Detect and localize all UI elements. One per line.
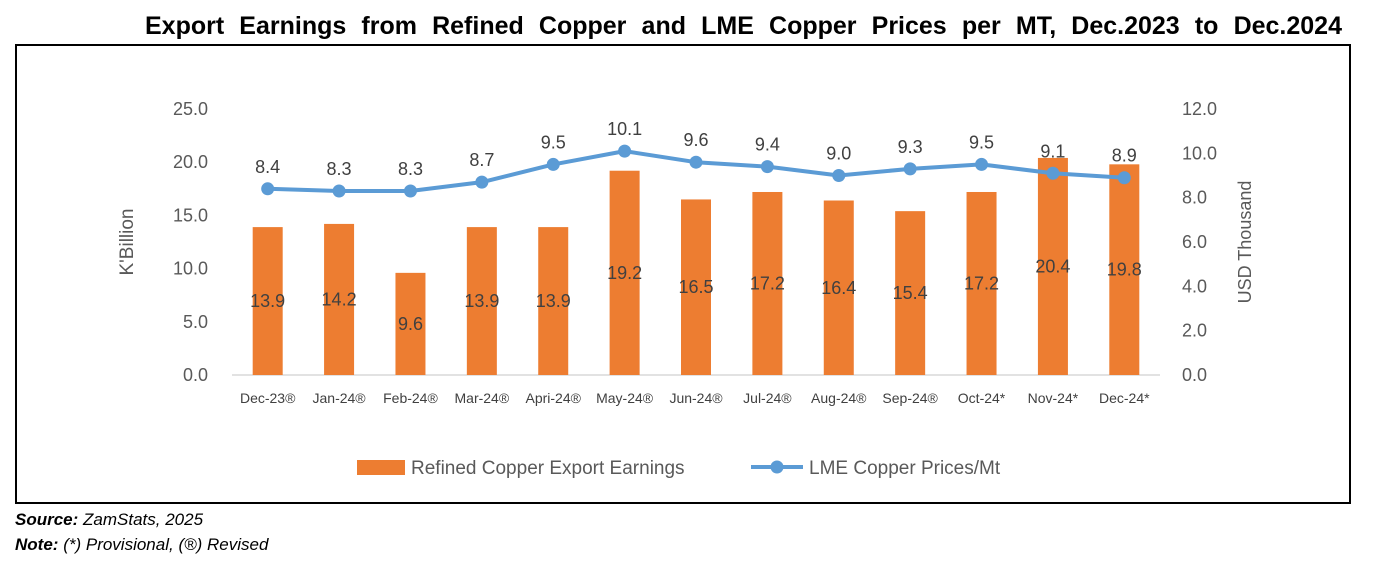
y2-tick-label: 0.0 <box>1182 365 1207 385</box>
bar-data-label: 15.4 <box>893 283 928 303</box>
bar <box>252 227 283 375</box>
legend-line-label: LME Copper Prices/Mt <box>809 458 1001 479</box>
x-tick-label: Feb-24® <box>383 390 438 406</box>
line-data-label: 9.4 <box>755 135 780 155</box>
x-tick-label: Dec-23® <box>240 390 296 406</box>
y-tick-label: 25.0 <box>173 99 208 119</box>
x-tick-label: Sep-24® <box>882 390 938 406</box>
line-data-label: 8.9 <box>1112 146 1137 166</box>
line-point <box>618 144 632 158</box>
bar-data-label: 9.6 <box>398 314 423 334</box>
y-tick-label: 20.0 <box>173 152 208 172</box>
line-point <box>261 182 275 196</box>
x-tick-label: Jun-24® <box>669 390 723 406</box>
line-point <box>546 157 560 171</box>
bar <box>681 199 711 375</box>
line-point <box>332 184 346 198</box>
line-point <box>903 162 917 176</box>
x-tick-label: Jul-24® <box>743 390 792 406</box>
y2-tick-label: 12.0 <box>1182 99 1217 119</box>
bar-data-label: 19.8 <box>1107 260 1142 280</box>
bar-data-label: 17.2 <box>964 273 999 293</box>
line-point <box>1046 166 1060 180</box>
bar <box>966 191 997 375</box>
y-tick-label: 0.0 <box>183 365 208 385</box>
line-data-label: 9.5 <box>541 132 566 152</box>
x-tick-label: Apri-24® <box>526 390 582 406</box>
legend-line-marker <box>770 460 784 474</box>
bar-data-label: 16.4 <box>821 278 856 298</box>
x-tick-label: Jan-24® <box>313 390 367 406</box>
line-point <box>475 175 489 189</box>
bar-data-label: 19.2 <box>607 263 642 283</box>
x-tick-label: May-24® <box>596 390 654 406</box>
bar <box>538 227 569 375</box>
y-tick-label: 5.0 <box>183 312 208 332</box>
line-data-label: 9.1 <box>1040 141 1065 161</box>
x-tick-label: Nov-24* <box>1028 390 1079 406</box>
combo-chart: 0.0 5.0 10.0 15.0 20.0 25.0 0.0 2.0 4.0 6.0 8.0 10.… <box>117 99 1255 479</box>
line-data-label: 9.3 <box>898 137 923 157</box>
bar <box>895 211 926 375</box>
bar <box>752 191 783 375</box>
line-data-label: 9.5 <box>969 132 994 152</box>
line-point <box>832 169 846 182</box>
line-point <box>975 157 989 171</box>
note-line: Note: (*) Provisional, (®) Revised <box>15 535 268 555</box>
y2-tick-label: 10.0 <box>1182 143 1217 163</box>
y2-axis-title: USD Thousand <box>1235 181 1255 304</box>
line-point <box>689 155 703 169</box>
bar-data-label: 14.2 <box>322 289 357 309</box>
line-data-label: 9.6 <box>683 130 708 150</box>
line-data-label: 9.0 <box>826 144 851 164</box>
bar-data-label: 16.5 <box>678 277 713 297</box>
chart-frame <box>15 44 1351 504</box>
bar-data-label: 13.9 <box>536 291 571 311</box>
bar <box>823 200 854 375</box>
line-point <box>1117 171 1131 185</box>
source-label: Source: <box>15 510 79 529</box>
line-data-label: 8.7 <box>469 150 494 170</box>
line-point <box>760 160 774 174</box>
bar-data-label: 17.2 <box>750 273 785 293</box>
y2-tick-label: 6.0 <box>1182 232 1207 252</box>
y2-tick-label: 2.0 <box>1182 321 1207 341</box>
x-tick-label: Dec-24* <box>1099 390 1150 406</box>
bar-data-label: 20.4 <box>1035 256 1070 276</box>
x-tick-label: Aug-24® <box>811 390 867 406</box>
line-point <box>403 184 417 198</box>
note-text: (*) Provisional, (®) Revised <box>63 535 269 554</box>
legend-bar-label: Refined Copper Export Earnings <box>411 458 685 479</box>
line-data-label: 10.1 <box>607 119 642 139</box>
source-text: ZamStats, 2025 <box>83 510 204 529</box>
legend-bar-swatch <box>357 460 405 475</box>
bar-data-label: 13.9 <box>464 291 499 311</box>
y-tick-label: 15.0 <box>173 205 208 225</box>
y-tick-label: 10.0 <box>173 259 208 279</box>
x-tick-label: Oct-24* <box>958 390 1006 406</box>
bar <box>466 227 497 375</box>
y-axis-title: K'Billion <box>117 209 138 276</box>
bar <box>1109 164 1140 375</box>
line-data-label: 8.3 <box>398 159 423 179</box>
note-label: Note: <box>15 535 59 554</box>
line-data-label: 8.4 <box>255 157 280 177</box>
bar <box>324 223 355 375</box>
x-tick-label: Mar-24® <box>455 390 510 406</box>
line-data-label: 8.3 <box>327 159 352 179</box>
bar-data-label: 13.9 <box>250 291 285 311</box>
chart-title: Export Earnings from Refined Copper and … <box>145 12 1342 40</box>
y2-tick-label: 4.0 <box>1182 276 1207 296</box>
bar <box>395 272 426 375</box>
source-line: Source: ZamStats, 2025 <box>15 510 203 530</box>
bar <box>609 170 640 375</box>
bar <box>1037 157 1068 375</box>
y2-tick-label: 8.0 <box>1182 188 1207 208</box>
